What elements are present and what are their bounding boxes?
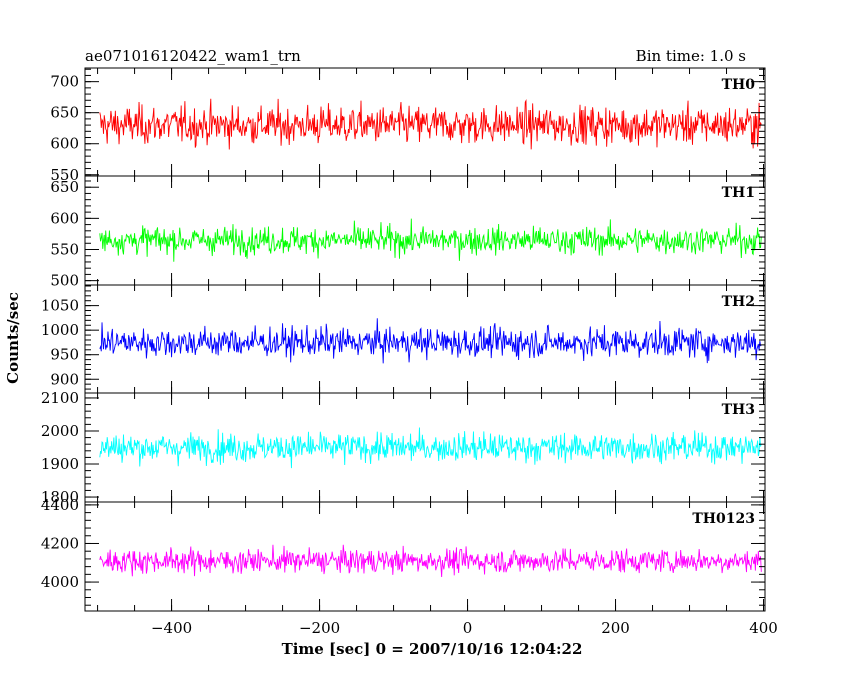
panel-th2: 900 950 1000 1050 TH2 [41, 284, 766, 394]
panel-th3: 1800 1900 2000 2100 TH3 [41, 389, 766, 506]
y-tick-label: 550 [50, 240, 79, 258]
y-tick-label: 2100 [41, 389, 79, 407]
y-tick-label: 4200 [41, 534, 79, 552]
series-line-th2 [99, 318, 762, 364]
panel-name-label: TH0 [722, 77, 756, 93]
panel-frame [84, 501, 766, 612]
series-line-th3 [99, 427, 762, 469]
y-tick-label: 4400 [41, 496, 79, 514]
y-tick-label: 4000 [41, 573, 79, 591]
y-tick-label: 1800 [41, 488, 79, 506]
y-tick-label: 900 [50, 370, 79, 388]
y-axis-label: Counts/sec [4, 292, 22, 384]
y-tick-label: 1000 [41, 321, 79, 339]
x-axis-label: Time [sec] 0 = 2007/10/16 12:04:22 [282, 640, 583, 658]
chart-title: ae071016120422_wam1_trn [85, 47, 301, 65]
panel-th1: 500 550 600 650 TH1 [50, 175, 766, 290]
y-tick-label: 650 [50, 104, 79, 122]
panel-name-label: TH1 [722, 185, 755, 201]
panel-name-label: TH0123 [692, 511, 755, 527]
panel-th0123: 4000 4200 4400 TH0123 [41, 496, 766, 612]
y-tick-label: 500 [50, 272, 79, 290]
panels: 550 600 650 700 TH0 500 550 600 650 TH1 900 950 1000… [41, 67, 766, 612]
y-tick-label: 1900 [41, 455, 79, 473]
x-axis: −400 −200 0 200 400 [151, 619, 778, 637]
x-tick-label: 0 [463, 619, 473, 637]
x-tick-label: 400 [749, 619, 778, 637]
y-tick-label: 600 [50, 209, 79, 227]
y-tick-label: 600 [50, 135, 79, 153]
y-tick-label: 700 [50, 73, 79, 91]
y-tick-label: 1050 [41, 297, 79, 315]
series-line-th0123 [99, 544, 762, 578]
y-tick-label: 550 [50, 166, 79, 184]
panel-name-label: TH2 [722, 294, 755, 310]
panel-name-label: TH3 [722, 402, 755, 418]
panel-frame [84, 175, 766, 286]
x-tick-label: −200 [299, 619, 340, 637]
x-tick-label: −400 [151, 619, 192, 637]
x-tick-label: 200 [601, 619, 630, 637]
series-line-th0 [99, 98, 762, 150]
panel-th0: 550 600 650 700 TH0 [50, 67, 766, 184]
series-line-th1 [99, 218, 762, 262]
panel-frame [84, 67, 766, 177]
y-tick-label: 950 [50, 346, 79, 364]
y-tick-label: 2000 [41, 422, 79, 440]
y-tick-label: 650 [50, 178, 79, 196]
bin-time-label: Bin time: 1.0 s [636, 47, 746, 65]
